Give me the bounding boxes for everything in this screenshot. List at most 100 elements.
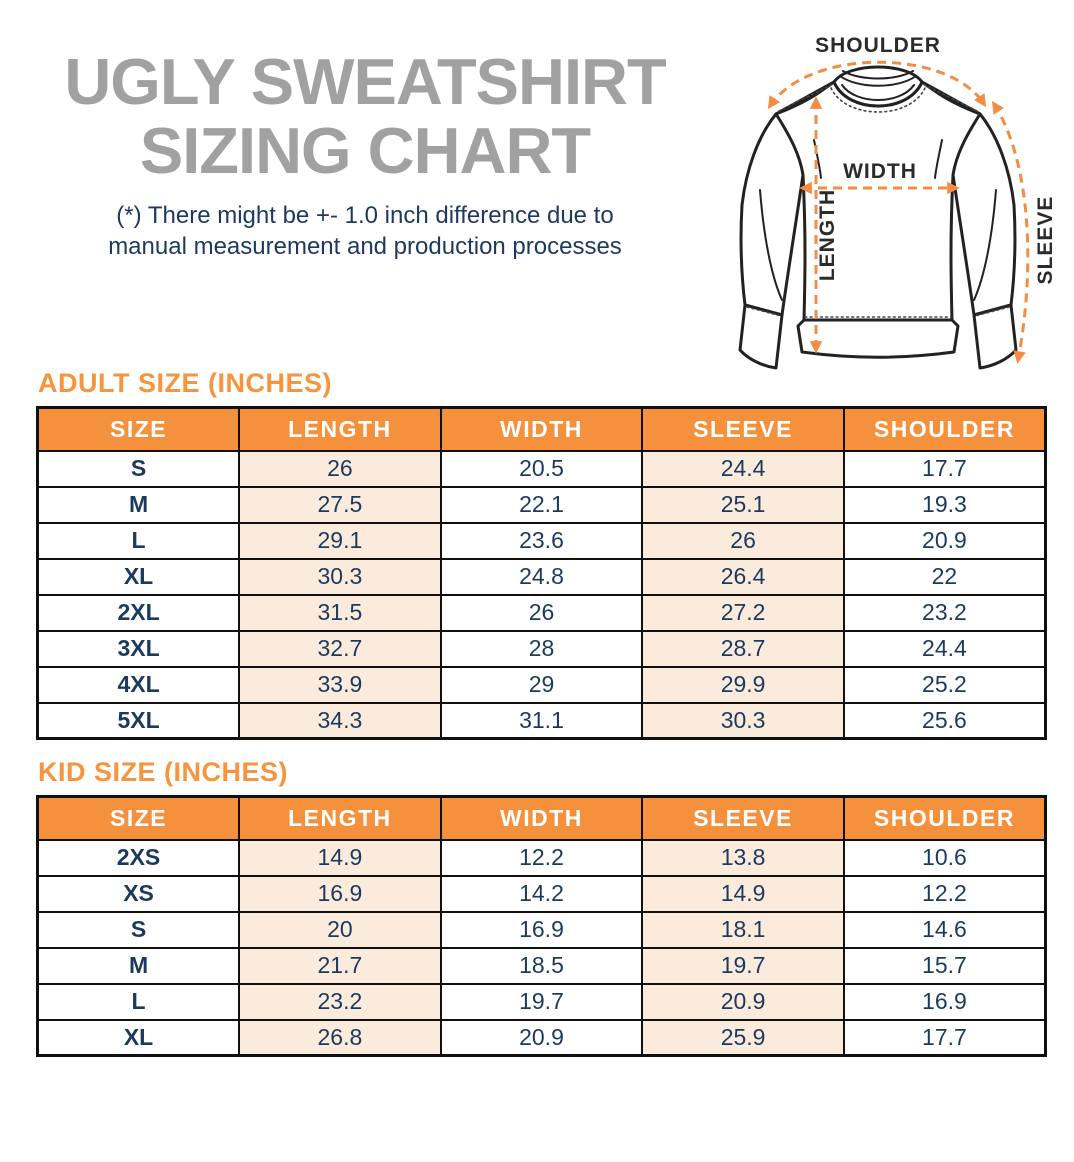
value-cell: 29 bbox=[439, 665, 644, 704]
value-cell: 25.1 bbox=[641, 485, 845, 524]
value-cell: 28.7 bbox=[641, 629, 845, 668]
value-cell: 24.4 bbox=[641, 449, 845, 488]
value-cell: 26.4 bbox=[641, 557, 845, 596]
value-cell: 19.7 bbox=[439, 982, 644, 1021]
value-cell: 31.1 bbox=[439, 701, 644, 740]
value-cell: 34.3 bbox=[238, 701, 442, 740]
size-row-4xl: 4XL 33.9 29 29.9 25.2 bbox=[36, 665, 1047, 704]
value-cell: 20.9 bbox=[842, 521, 1047, 560]
value-cell: 26 bbox=[439, 593, 644, 632]
value-cell: 20.9 bbox=[641, 982, 845, 1021]
column-header-shoulder: SHOULDER bbox=[842, 795, 1047, 841]
size-row-xl: XL 26.8 20.9 25.9 17.7 bbox=[36, 1018, 1047, 1057]
value-cell: 27.5 bbox=[238, 485, 442, 524]
column-header-length: LENGTH bbox=[238, 795, 442, 841]
value-cell: 19.7 bbox=[641, 946, 845, 985]
size-cell: M bbox=[36, 485, 241, 524]
size-row-xs: XS 16.9 14.2 14.9 12.2 bbox=[36, 874, 1047, 913]
column-header-size: SIZE bbox=[36, 795, 241, 841]
size-row-l: L 29.1 23.6 26 20.9 bbox=[36, 521, 1047, 560]
value-cell: 10.6 bbox=[842, 838, 1047, 877]
value-cell: 16.9 bbox=[842, 982, 1047, 1021]
header-row: SIZE LENGTH WIDTH SLEEVE SHOULDER bbox=[36, 795, 1047, 841]
size-row-2xs: 2XS 14.9 12.2 13.8 10.6 bbox=[36, 838, 1047, 877]
value-cell: 25.6 bbox=[842, 701, 1047, 740]
value-cell: 33.9 bbox=[238, 665, 442, 704]
value-cell: 25.9 bbox=[641, 1018, 845, 1057]
value-cell: 29.9 bbox=[641, 665, 845, 704]
value-cell: 30.3 bbox=[641, 701, 845, 740]
value-cell: 20 bbox=[238, 910, 442, 949]
title-block: UGLY SWEATSHIRT SIZING CHART (*) There m… bbox=[0, 0, 730, 368]
size-cell: 3XL bbox=[36, 629, 241, 668]
value-cell: 22 bbox=[842, 557, 1047, 596]
size-row-s: S 20 16.9 18.1 14.6 bbox=[36, 910, 1047, 949]
kid-size-heading: KID SIZE (INCHES) bbox=[38, 757, 289, 787]
value-cell: 14.2 bbox=[439, 874, 644, 913]
value-cell: 26.8 bbox=[238, 1018, 442, 1057]
size-cell: XL bbox=[36, 1018, 241, 1057]
width-label: WIDTH bbox=[843, 160, 917, 183]
value-cell: 23.2 bbox=[842, 593, 1047, 632]
value-cell: 16.9 bbox=[238, 874, 442, 913]
value-cell: 26 bbox=[238, 449, 442, 488]
size-row-m: M 21.7 18.5 19.7 15.7 bbox=[36, 946, 1047, 985]
top-section: UGLY SWEATSHIRT SIZING CHART (*) There m… bbox=[0, 0, 1074, 370]
value-cell: 21.7 bbox=[238, 946, 442, 985]
adult-size-heading: ADULT SIZE (INCHES) bbox=[38, 368, 332, 398]
shoulder-label: SHOULDER bbox=[815, 34, 941, 57]
value-cell: 14.6 bbox=[842, 910, 1047, 949]
column-header-sleeve: SLEEVE bbox=[641, 406, 845, 452]
size-cell: L bbox=[36, 982, 241, 1021]
size-cell: 5XL bbox=[36, 701, 241, 740]
value-cell: 18.5 bbox=[439, 946, 644, 985]
kid-size-table: SIZE LENGTH WIDTH SLEEVE SHOULDER 2XS 14.9 12.2… bbox=[36, 795, 1047, 1057]
disclaimer-line-2: manual measurement and production proces… bbox=[108, 233, 622, 261]
title-line-2: SIZING CHART bbox=[139, 113, 591, 187]
size-cell: S bbox=[36, 449, 241, 488]
value-cell: 18.1 bbox=[641, 910, 845, 949]
column-header-length: LENGTH bbox=[238, 406, 442, 452]
kid-size-section: KID SIZE (INCHES) SIZE LENGTH WIDTH SLEEVE S… bbox=[0, 757, 1074, 1057]
value-cell: 12.2 bbox=[842, 874, 1047, 913]
value-cell: 23.6 bbox=[439, 521, 644, 560]
size-cell: M bbox=[36, 946, 241, 985]
title-line-1: UGLY SWEATSHIRT bbox=[64, 45, 666, 118]
size-cell: 2XL bbox=[36, 593, 241, 632]
value-cell: 12.2 bbox=[439, 838, 644, 877]
sweatshirt-outline bbox=[738, 65, 1018, 370]
column-header-width: WIDTH bbox=[439, 795, 644, 841]
size-row-5xl: 5XL 34.3 31.1 30.3 25.6 bbox=[36, 701, 1047, 740]
size-cell: S bbox=[36, 910, 241, 949]
size-row-s: S 26 20.5 24.4 17.7 bbox=[36, 449, 1047, 488]
value-cell: 24.8 bbox=[439, 557, 644, 596]
page-title: UGLY SWEATSHIRT SIZING CHART bbox=[0, 45, 730, 187]
value-cell: 22.1 bbox=[439, 485, 644, 524]
size-row-xl: XL 30.3 24.8 26.4 22 bbox=[36, 557, 1047, 596]
value-cell: 13.8 bbox=[641, 838, 845, 877]
sweatshirt-measurement-illustration: SHOULDER WIDTH LENGTH SLEEVE bbox=[738, 34, 1057, 370]
size-cell: 4XL bbox=[36, 665, 241, 704]
size-cell: XS bbox=[36, 874, 241, 913]
size-row-m: M 27.5 22.1 25.1 19.3 bbox=[36, 485, 1047, 524]
value-cell: 14.9 bbox=[238, 838, 442, 877]
value-cell: 26 bbox=[641, 521, 845, 560]
adult-size-table: SIZE LENGTH WIDTH SLEEVE SHOULDER S 26 20.5 24.4… bbox=[36, 406, 1047, 740]
disclaimer-text: (*) There might be +- 1.0 inch differenc… bbox=[0, 200, 730, 263]
value-cell: 29.1 bbox=[238, 521, 442, 560]
value-cell: 15.7 bbox=[842, 946, 1047, 985]
value-cell: 32.7 bbox=[238, 629, 442, 668]
size-cell: XL bbox=[36, 557, 241, 596]
value-cell: 17.7 bbox=[842, 1018, 1047, 1057]
disclaimer-line-1: (*) There might be +- 1.0 inch differenc… bbox=[116, 201, 614, 229]
value-cell: 25.2 bbox=[842, 665, 1047, 704]
size-row-2xl: 2XL 31.5 26 27.2 23.2 bbox=[36, 593, 1047, 632]
length-label: LENGTH bbox=[816, 189, 839, 281]
size-row-3xl: 3XL 32.7 28 28.7 24.4 bbox=[36, 629, 1047, 668]
sleeve-label: SLEEVE bbox=[1034, 196, 1057, 285]
column-header-size: SIZE bbox=[36, 406, 241, 452]
column-header-sleeve: SLEEVE bbox=[641, 795, 845, 841]
column-header-shoulder: SHOULDER bbox=[842, 406, 1047, 452]
value-cell: 28 bbox=[439, 629, 644, 668]
